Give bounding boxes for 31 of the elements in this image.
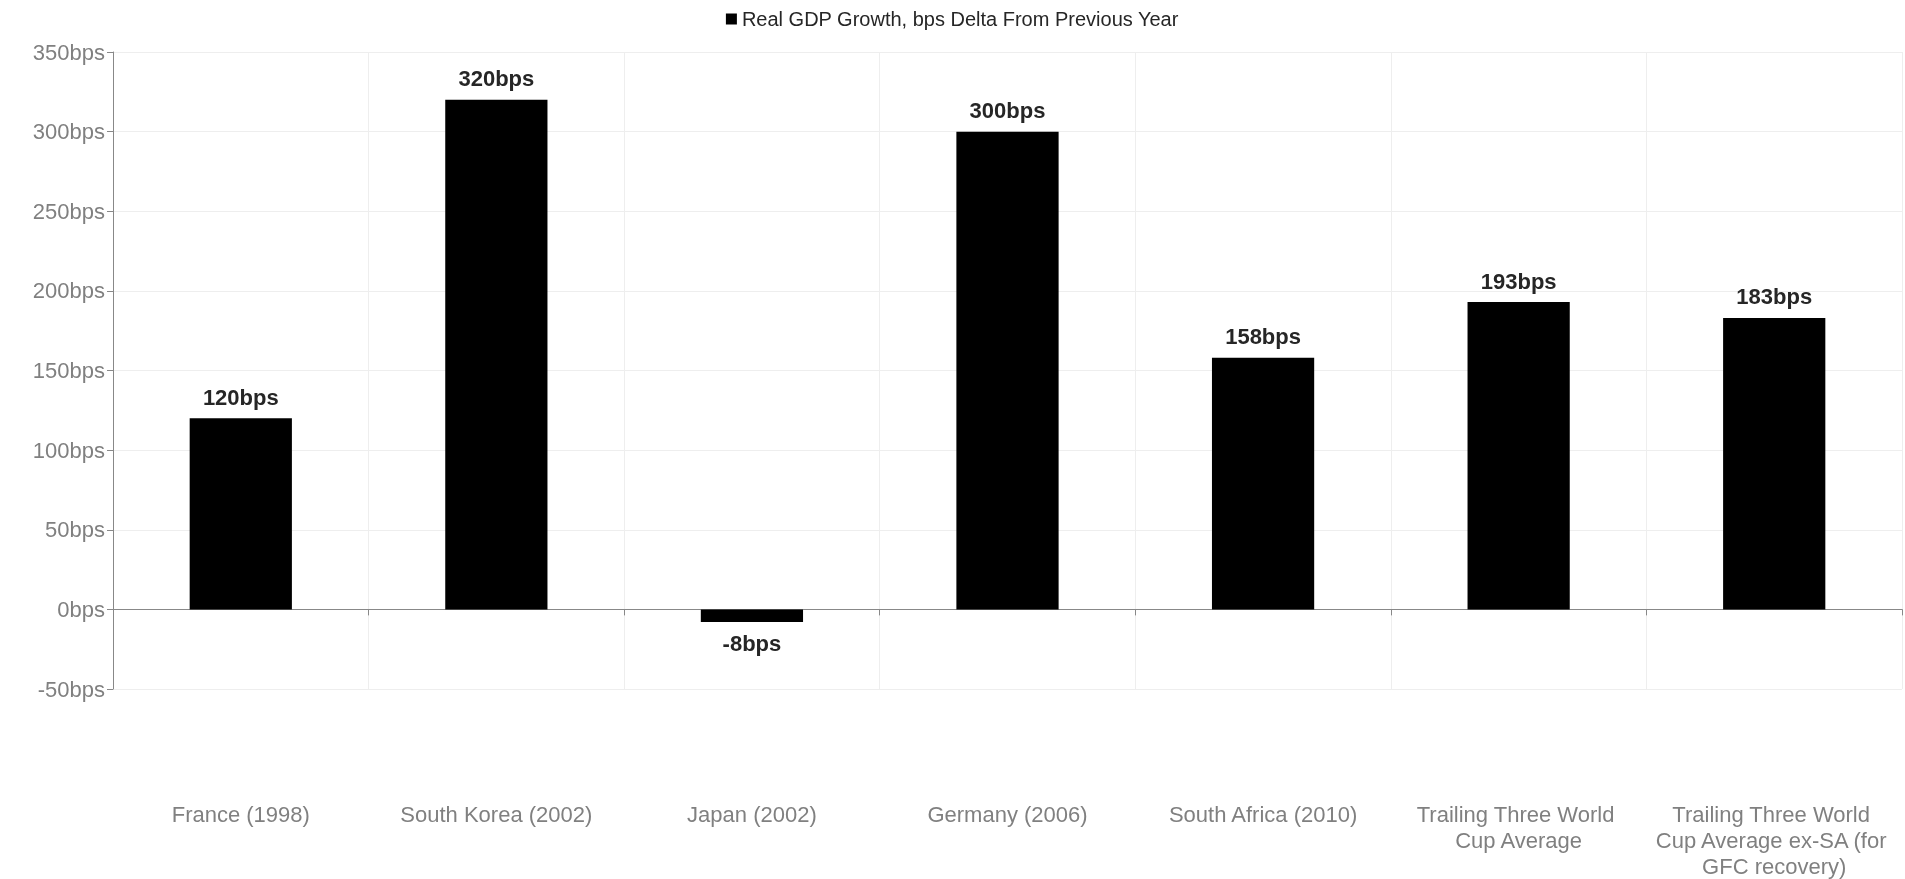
y-tick-label: 350bps [32, 39, 105, 65]
y-tick-label: -50bps [37, 676, 105, 702]
y-tick-label: 300bps [32, 119, 105, 145]
x-tick-label: Trailing Three World Cup Average ex-SA (for GFC recovery) [1655, 801, 1893, 879]
x-tick-label: Japan (2002) [687, 801, 817, 827]
data-label: 193bps [1480, 268, 1557, 294]
y-tick-label: 250bps [32, 198, 105, 224]
y-tick-label: 200bps [32, 278, 105, 304]
y-tick-label: 100bps [32, 437, 105, 463]
data-label: -8bps [722, 630, 782, 656]
x-tick-label: Germany (2006) [927, 801, 1088, 827]
x-tick-label: Trailing Three World Cup Average [1416, 801, 1621, 853]
bar [700, 609, 804, 623]
bar [189, 418, 292, 610]
legend-label: Real GDP Growth, bps Delta From Previous Year [741, 8, 1179, 30]
data-label: 158bps [1225, 324, 1301, 350]
data-label: 320bps [458, 66, 535, 92]
y-tick-label: 150bps [32, 358, 105, 383]
data-label: 120bps [202, 384, 279, 410]
data-label: 183bps [1736, 284, 1813, 310]
y-tick-label: 0bps [57, 596, 105, 622]
x-tick-label: South Korea (2002) [400, 801, 593, 827]
y-tick-label: 50bps [45, 517, 105, 543]
x-tick-label: France (1998) [171, 801, 310, 827]
bar [1723, 317, 1826, 610]
x-tick-label: South Africa (2010) [1168, 801, 1358, 827]
bar [445, 99, 548, 610]
bar [956, 131, 1059, 610]
bar [1467, 302, 1570, 610]
bar [1211, 357, 1315, 610]
data-label: 300bps [969, 98, 1046, 124]
